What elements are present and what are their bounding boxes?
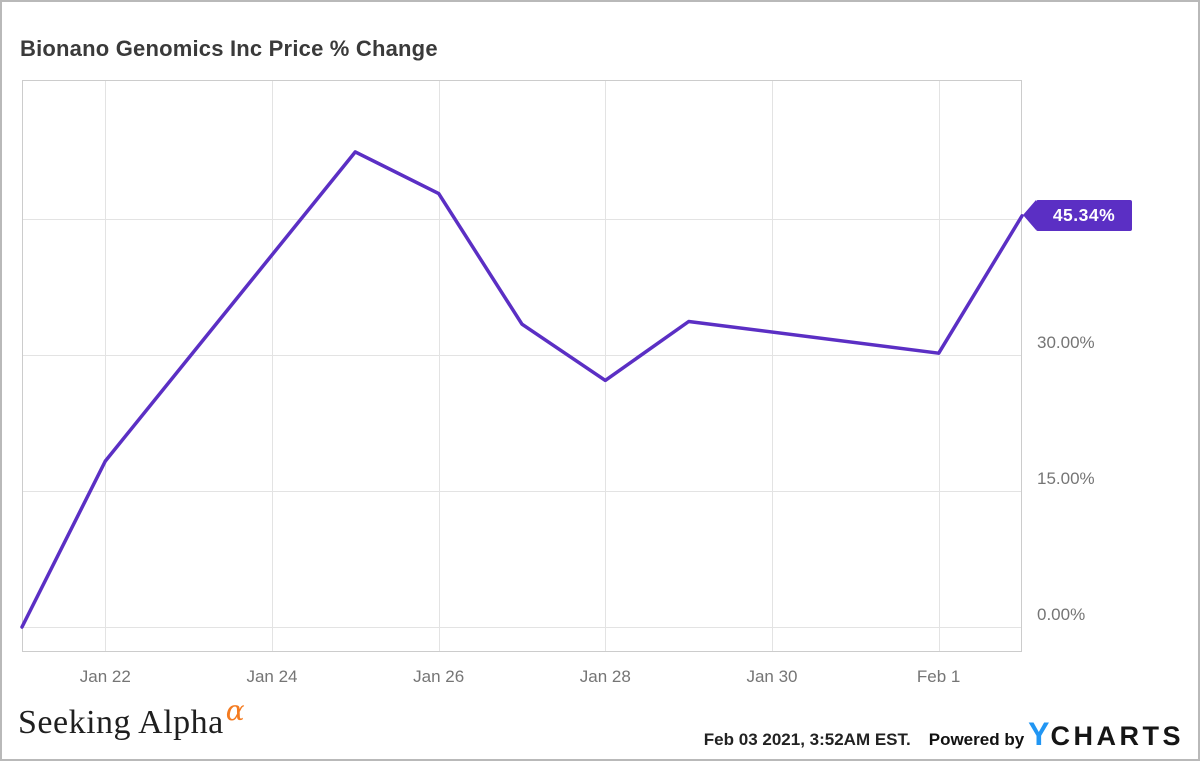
y-axis-label: 0.00%	[1037, 605, 1086, 624]
last-value-tag: 45.34%	[1023, 200, 1132, 232]
plot-area	[22, 80, 1022, 652]
alpha-icon: α	[225, 694, 246, 727]
seeking-alpha-logo: Seeking Alphaα	[18, 694, 245, 742]
x-axis-label: Jan 24	[246, 667, 298, 686]
gridline-horizontal	[23, 627, 1021, 628]
price-line	[20, 150, 1024, 629]
ycharts-wordmark: CHARTS	[1050, 721, 1184, 751]
powered-by-label: Powered by	[928, 730, 1025, 749]
attribution-bar: Feb 03 2021, 3:52AM EST. Powered by Y CH…	[704, 716, 1184, 753]
timestamp: Feb 03 2021, 3:52AM EST.	[703, 730, 911, 749]
gridline-vertical	[105, 81, 107, 651]
x-axis-label: Jan 28	[579, 667, 631, 686]
x-axis-label: Feb 1	[916, 667, 961, 686]
x-axis-label: Jan 22	[79, 667, 131, 686]
chart-title: Bionano Genomics Inc Price % Change	[20, 36, 438, 61]
seeking-alpha-wordmark: Seeking Alpha	[18, 704, 224, 741]
price-line-chart	[20, 150, 1024, 629]
gridline-vertical	[272, 81, 273, 651]
x-axis-label: Jan 30	[746, 667, 798, 686]
gridline-vertical	[438, 81, 440, 651]
last-value-label: 45.34%	[1052, 205, 1116, 226]
y-axis-label: 30.00%	[1037, 333, 1095, 352]
x-axis-label: Jan 26	[413, 667, 465, 686]
y-axis-label: 15.00%	[1037, 469, 1095, 488]
gridline-horizontal	[23, 219, 1021, 220]
gridline-vertical	[772, 81, 773, 651]
gridline-vertical	[605, 81, 607, 651]
gridline-vertical	[938, 81, 940, 651]
ycharts-y-icon: Y	[1028, 716, 1051, 752]
gridline-horizontal	[23, 355, 1021, 356]
gridline-horizontal	[23, 491, 1021, 492]
